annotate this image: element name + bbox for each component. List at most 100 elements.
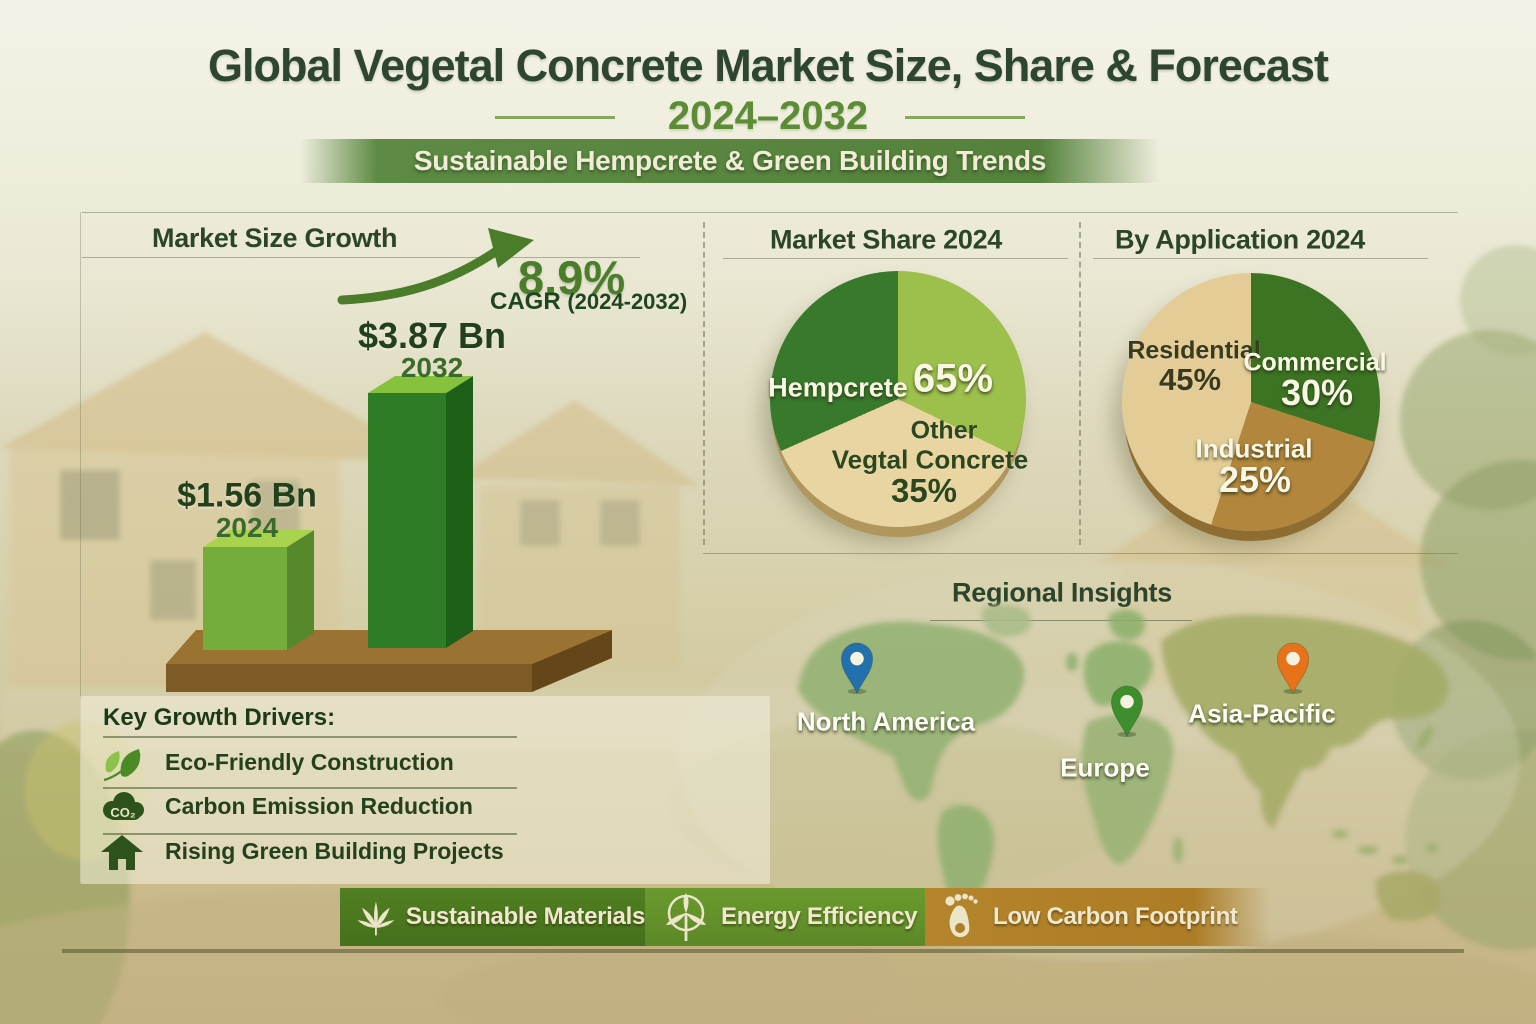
island [1358,846,1378,854]
section-title-application: By Application 2024 [1115,224,1365,255]
continent-asia [1161,614,1449,829]
separator-2 [1079,222,1081,545]
hemp-leaflet [375,920,395,928]
period-dash-left [495,116,615,119]
slice-label-other-1: Other [910,416,978,445]
british-isles [1066,653,1078,671]
ground [440,920,1536,1024]
house-roof [0,332,438,462]
foot-toe [968,895,974,901]
cagr-label: CAGR (2024-2032) [490,288,687,316]
co2-icon: CO₂ [103,792,144,820]
continent-africa [1081,714,1174,865]
house-gable [455,400,700,486]
period-dash-right [905,116,1025,119]
market-share-pie [770,271,1026,527]
bar-2024-year: 2024 [215,512,279,543]
co2-text: CO₂ [110,805,136,820]
slice-label-hempcrete: Hempcrete [768,372,908,403]
slice-label-hempcrete-pct: 65% [912,356,994,401]
window [520,500,560,546]
page-title: Global Vegetal Concrete Market Size, Sha… [208,40,1329,91]
pin-body [1276,642,1310,694]
continent-greenland [981,604,1031,637]
pin-body [1110,685,1144,737]
hemp-stem [375,926,377,936]
hemp-leaf-icon [357,901,395,936]
ribbon-sustainable-materials: Sustainable Materials [340,888,645,946]
hemp-leaflet [375,907,390,928]
pin-asia-pacific [1276,642,1310,694]
window [150,560,196,620]
foot-heel-hole [955,923,965,933]
tree [1420,460,1536,660]
slice-label-residential-pct: 45% [1158,362,1222,397]
pin-europe [1110,685,1144,737]
hemp-leaflet [374,901,378,928]
region-label-asia-pacific: Asia-Pacific [1188,698,1336,729]
region-label-europe: Europe [1060,752,1150,783]
window [600,500,640,546]
house-icon [101,835,143,870]
market-share-underline [723,258,1068,259]
cagr-prefix: CAGR [490,288,561,315]
leaf-light [105,751,120,773]
cagr-value: 8.9% [518,251,626,304]
regional-underline [930,620,1192,621]
regional-top-line [703,553,1458,554]
island [1332,830,1348,838]
period-subtitle: 2024–2032 [667,94,869,138]
application-pie [1122,273,1380,531]
pin-hole [1120,694,1134,709]
leaf-stem [103,753,141,782]
subtitle-banner: Sustainable Hempcrete & Green Building T… [300,139,1160,183]
driver-label-eco: Eco-Friendly Construction [165,749,454,775]
drivers-divider [103,787,517,789]
hemp-leaflet [357,920,376,928]
co2-cloud [107,806,141,820]
tree [1460,245,1536,355]
turbine-blade [666,913,686,925]
house-wall-2 [480,486,680,666]
footprint-icon [945,893,978,938]
drivers-divider [103,736,517,738]
region-label-north-america: North America [796,706,976,737]
japan [1416,725,1434,751]
foot-toe [973,899,978,904]
section-title-market-size: Market Size Growth [152,223,398,253]
section-title-regional: Regional Insights [952,577,1172,608]
house-shape [101,835,143,870]
growth-drivers-panel [80,696,770,884]
ribbon-label-energy: Energy Efficiency [721,903,918,930]
pin-hole [1286,651,1300,666]
pin-hole [850,651,864,666]
continent-australia [1375,871,1441,921]
bar-2032-value: $3.87 Bn [357,315,507,356]
cagr-suffix: (2024-2032) [567,289,688,314]
turbine-blade [686,913,706,925]
foot-toe [954,894,962,901]
slice-label-industrial-pct: 25% [1218,459,1292,500]
footer-line [62,949,1464,953]
slice-label-industrial: Industrial [1195,433,1313,464]
frame-top-line [82,212,1458,213]
island [1426,844,1438,852]
growth-drivers-title: Key Growth Drivers: [103,704,336,731]
scandinavia [1108,609,1145,640]
turbine-blade [683,893,689,913]
slice-label-residential: Residential [1127,336,1261,365]
foot-toe [962,893,968,900]
driver-label-carbon: Carbon Emission Reduction [165,793,473,819]
ribbon-label-lowcarbon: Low Carbon Footprint [993,903,1238,930]
bar-2032-year: 2032 [400,352,464,383]
driver-label-building: Rising Green Building Projects [165,838,504,864]
hemp-leaflet [362,907,376,928]
ribbon-low-carbon: Low Carbon Footprint [925,888,1270,946]
continent-south-america [937,805,994,915]
slice-label-commercial: Commercial [1243,348,1387,377]
section-title-market-share: Market Share 2024 [769,224,1003,255]
pin-body [840,642,874,694]
ribbon-label-sustainable: Sustainable Materials [405,903,645,930]
slice-label-other-2: Vegtal Concrete [831,444,1029,475]
